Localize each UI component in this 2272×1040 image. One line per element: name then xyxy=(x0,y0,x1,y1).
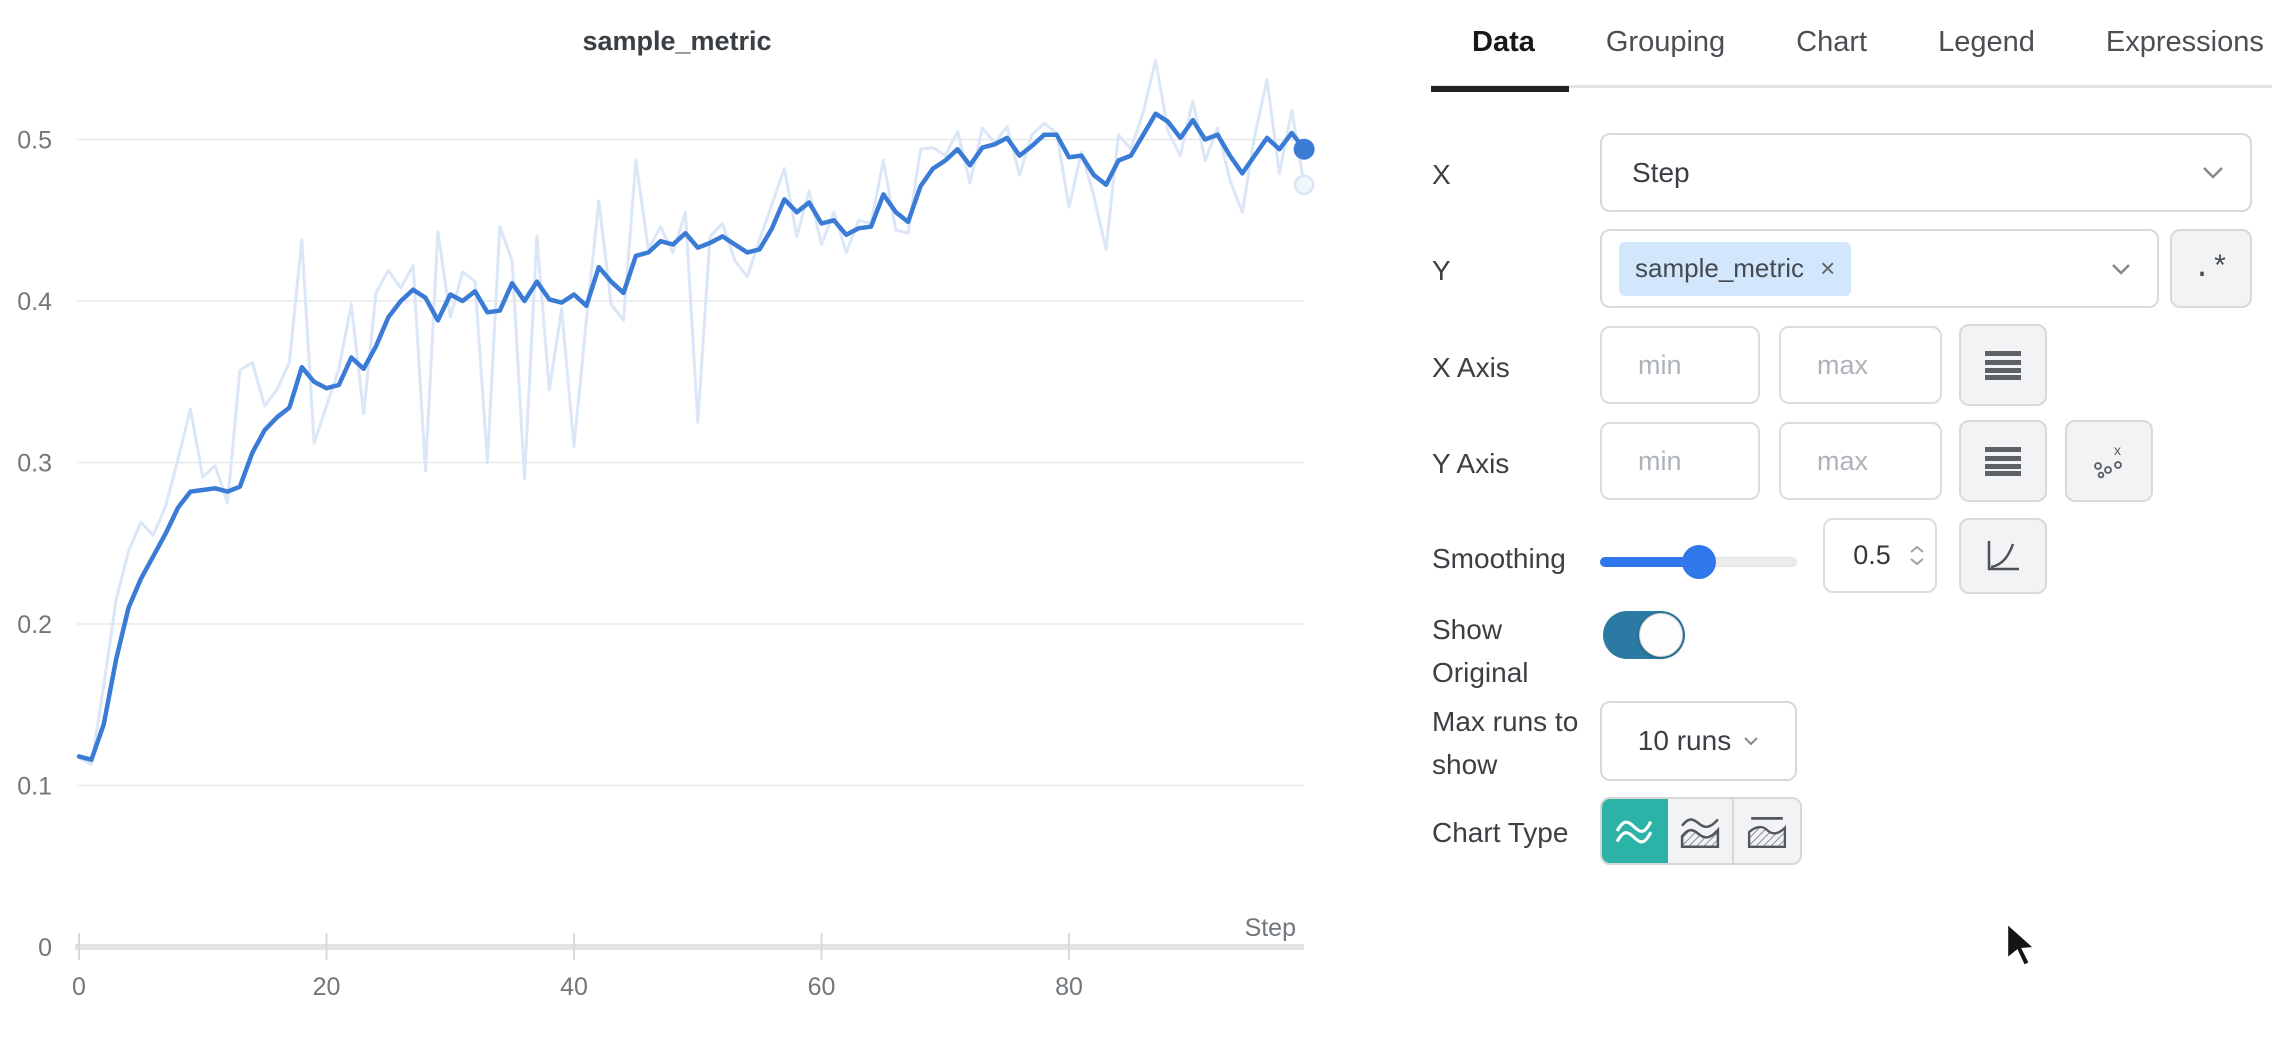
chevron-down-icon[interactable] xyxy=(1909,557,1925,566)
metric-tag-label: sample_metric xyxy=(1635,253,1805,283)
x-tick-label: 0 xyxy=(72,973,86,1001)
chevron-down-icon xyxy=(2112,263,2130,275)
metric-tag: sample_metric × xyxy=(1619,241,1852,296)
regex-icon: .* xyxy=(2192,251,2229,286)
running-average-button[interactable] xyxy=(1959,518,2047,594)
ignore-outliers-button[interactable]: x xyxy=(2065,420,2153,502)
y-axis-log-scale-button[interactable] xyxy=(1959,420,2047,502)
endpoint-dot-original xyxy=(1293,174,1315,195)
y-tick-label: 0.1 xyxy=(17,773,52,801)
chart-title: sample_metric xyxy=(582,26,772,56)
ignore-outliers-icon: x xyxy=(2094,442,2122,479)
chart-type-label: Chart Type xyxy=(1432,817,1569,848)
max-runs-select[interactable]: 10 runs xyxy=(1600,701,1797,781)
chart-type-percentile-button[interactable] xyxy=(1734,799,1800,863)
series-line-original xyxy=(77,58,1306,766)
regex-toggle-button[interactable]: .* xyxy=(2170,229,2252,308)
smoothing-value-box[interactable]: 0.5 xyxy=(1823,518,1937,593)
active-tab-underline xyxy=(1431,86,1569,92)
y-tick-label: 0 xyxy=(38,934,52,962)
tab-grouping[interactable]: Grouping xyxy=(1605,26,1726,58)
y-tick-label: 0.3 xyxy=(17,450,52,478)
log-scale-icon xyxy=(1985,351,2021,380)
x-field-select[interactable]: Step xyxy=(1600,133,2252,212)
log-scale-icon xyxy=(1985,447,2021,476)
show-original-toggle[interactable] xyxy=(1603,611,1685,659)
mouse-cursor xyxy=(2005,921,2038,968)
x-field-value: Step xyxy=(1632,156,1690,188)
area-plot-icon xyxy=(1680,818,1720,849)
x-axis-max-input[interactable] xyxy=(1779,326,1942,404)
show-original-label: Show Original xyxy=(1432,614,1529,689)
chart-type-line-button[interactable] xyxy=(1602,799,1668,863)
x-axis-title: Step xyxy=(1245,914,1296,942)
chevron-up-icon[interactable] xyxy=(1909,545,1925,554)
panel-tabs: Data Grouping Chart Legend Expressions xyxy=(1431,0,2272,88)
percentile-plot-icon xyxy=(1747,817,1787,848)
y-axis-label: Y Axis xyxy=(1432,448,1510,479)
smoothing-slider[interactable] xyxy=(1600,545,1797,579)
tab-chart[interactable]: Chart xyxy=(1796,26,1868,58)
svg-text:x: x xyxy=(2114,442,2121,458)
running-average-icon xyxy=(1987,541,2019,571)
y-tick-label: 0.2 xyxy=(17,611,52,639)
x-tick-label: 20 xyxy=(313,973,341,1001)
y-tick-label: 0.4 xyxy=(17,288,52,316)
tab-legend[interactable]: Legend xyxy=(1938,26,2035,58)
toggle-knob xyxy=(1639,613,1683,657)
chevron-down-icon xyxy=(1744,737,1758,746)
chart-type-area-button[interactable] xyxy=(1668,799,1734,863)
line-chart[interactable]: 0 0.1 0.2 0.3 0.4 0.5 0 20 40 60 80 Step xyxy=(0,0,1354,1040)
x-axis-min-input[interactable] xyxy=(1600,326,1760,404)
y-tick-label: 0.5 xyxy=(17,127,52,155)
x-field-label: X xyxy=(1432,159,1451,190)
x-tick-label: 80 xyxy=(1055,973,1083,1001)
y-axis-min-input[interactable] xyxy=(1600,422,1760,500)
x-axis-line xyxy=(75,944,1304,950)
smoothing-value: 0.5 xyxy=(1853,540,1891,570)
tab-expressions[interactable]: Expressions xyxy=(2105,26,2264,58)
smoothing-label: Smoothing xyxy=(1432,543,1566,574)
slider-fill xyxy=(1600,557,1699,567)
max-runs-value: 10 runs xyxy=(1637,725,1732,756)
x-axis-label: X Axis xyxy=(1432,352,1510,383)
line-plot-icon xyxy=(1615,820,1653,844)
y-field-select[interactable]: sample_metric × xyxy=(1600,229,2159,308)
chevron-down-icon xyxy=(2203,167,2223,179)
x-tick-label: 40 xyxy=(560,973,588,1001)
tab-data[interactable]: Data xyxy=(1472,26,1535,58)
slider-handle[interactable] xyxy=(1681,545,1716,579)
remove-tag-icon[interactable]: × xyxy=(1820,253,1836,283)
endpoint-dot-smoothed xyxy=(1293,138,1315,160)
series-line-smoothed xyxy=(76,111,1307,762)
stepper-arrows[interactable] xyxy=(1909,545,1925,566)
x-axis-log-scale-button[interactable] xyxy=(1959,324,2047,406)
y-axis-max-input[interactable] xyxy=(1779,422,1942,500)
max-runs-label: Max runs to show xyxy=(1432,706,1579,781)
x-tick-label: 60 xyxy=(808,973,836,1001)
chart-type-segmented-control xyxy=(1600,797,1802,865)
y-field-label: Y xyxy=(1432,255,1451,286)
